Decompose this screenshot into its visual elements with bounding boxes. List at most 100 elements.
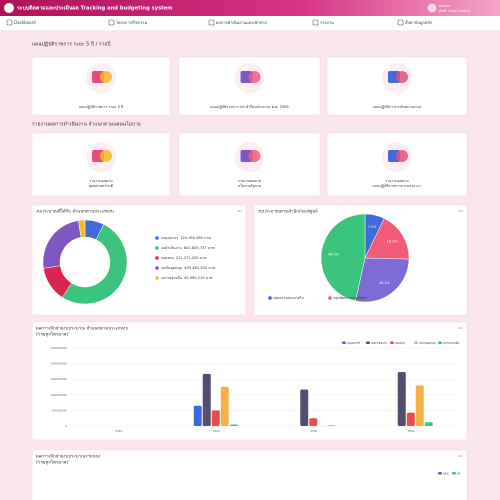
card-icon (248, 71, 261, 83)
app-title: ระบบติดตามและประเมินผล Tracking and budg… (17, 5, 173, 12)
legend-swatch (438, 341, 442, 344)
legend-swatch (452, 472, 456, 475)
legend-label: งบเงินอุดหนุน (161, 266, 183, 271)
section-title: แผนปฏิบัติราชการ ระยะ 5 ปี / รายปี (32, 41, 111, 48)
bar (415, 385, 424, 426)
slice (78, 219, 86, 238)
legend-swatch (155, 256, 159, 260)
legend-value: 120,185,480 บาท (180, 236, 211, 240)
menu-dot[interactable] (460, 327, 462, 329)
menu-dot[interactable] (460, 455, 462, 457)
y-tick-label: 500000000 (52, 408, 67, 412)
menu-dot[interactable] (458, 327, 460, 329)
legend-swatch (328, 296, 332, 300)
menu-dot[interactable] (458, 455, 460, 457)
legend-label: งบลงทุน (161, 256, 174, 261)
header-bar (0, 0, 500, 16)
y-tick-label: 0 (65, 424, 67, 428)
legend-label: งบดำเนินงาน (161, 246, 182, 250)
legend-label: กลุ่มพัฒนาระบบบริหาร (333, 296, 367, 301)
menu-dot[interactable] (240, 210, 242, 212)
nav-item[interactable]: ตั้งค่าข้อมูลหลัก (405, 18, 433, 26)
legend-label: งบลงทุน (395, 341, 405, 346)
nav-item[interactable]: โครงการ/กิจกรรม (116, 20, 148, 25)
nav-item[interactable]: ผลการดำเนินงานและเบิกจ่าย (216, 20, 267, 25)
legend-label: งบรายจ่ายอื่น (161, 275, 182, 280)
x-tick-label: 2564 (213, 429, 220, 433)
card-label: รายงานผลตาม (238, 179, 262, 183)
card-icon (396, 150, 408, 162)
slice-label: 18.2% (387, 240, 399, 244)
x-tick-label: 2566 (408, 429, 415, 433)
nav-item[interactable]: Dashboard (14, 20, 36, 25)
user-name: admin (439, 4, 450, 8)
slice (320, 213, 366, 302)
bar (229, 424, 238, 426)
legend-label: งบบุคลากร (161, 236, 178, 241)
menu-dot[interactable] (237, 210, 239, 212)
legend-value: 405,462,200 บาท (184, 266, 215, 270)
legend-swatch (155, 266, 159, 270)
chart-title: ผลการเบิกจ่ายงบประมาณ จำแนกตามประเภทงบ (36, 326, 128, 332)
legend-label: งบเงินอุดหนุน (419, 341, 436, 346)
legend-value: 842,805,737 บาท (184, 246, 215, 250)
menu-dot[interactable] (461, 327, 463, 329)
bar (300, 389, 309, 426)
legend-swatch (438, 472, 442, 475)
menu-dot[interactable] (461, 455, 463, 457)
legend-swatch (390, 341, 394, 344)
legend-swatch (155, 236, 159, 240)
card-label: แผนปฏิบัติการ(ระดับหน่วยงาน) (373, 105, 422, 109)
section-title: รายงานผลการดำเนินงาน จำแนกตามแผนนโยบาย (32, 121, 141, 128)
avatar[interactable] (427, 3, 437, 13)
legend-value: 40,990,210 บาท (184, 276, 213, 280)
legend-label: แผน (443, 471, 448, 475)
chart-title: ผลการเบิกจ่ายงบประมาณรายกอง (36, 454, 100, 460)
legend-swatch (155, 276, 159, 280)
logo (4, 3, 14, 13)
nav-item[interactable]: รายงาน (320, 20, 334, 25)
user-role: (สิทธิ์: Super Admin) (439, 8, 470, 13)
nav-icon[interactable] (108, 19, 115, 26)
nav-icon[interactable] (208, 19, 215, 26)
legend-swatch (366, 341, 370, 344)
chart-title: งบประมาณที่ได้รับ จำแนกตามประเภทงบ (36, 208, 114, 215)
card-icon (100, 150, 112, 162)
legend-swatch (268, 296, 272, 300)
bar (424, 422, 433, 426)
menu-dot[interactable] (239, 210, 241, 212)
nav-bar (0, 16, 500, 30)
nav-icon[interactable] (6, 19, 13, 26)
bar (220, 386, 229, 426)
bar (406, 412, 415, 426)
legend-swatch (414, 341, 418, 344)
slice (62, 224, 128, 305)
slice (364, 218, 410, 260)
card-label: แผนปฏิบัติราชการ ระยะ 5 ปี (79, 104, 124, 109)
card-label: นโยบายรัฐบาล (238, 183, 261, 188)
legend-swatch (155, 246, 159, 250)
nav-icon[interactable] (397, 19, 404, 26)
menu-dot[interactable] (460, 210, 462, 212)
chart-title: (รวมทุกไตรมาส) (36, 460, 68, 466)
legend-label: งบดำเนินงาน (371, 341, 387, 345)
card (31, 449, 468, 500)
legend-swatch (342, 341, 346, 344)
card-label: รายงานผลตาม (89, 179, 113, 183)
bar (327, 425, 336, 426)
legend-label: งบบุคลากร (347, 341, 361, 346)
y-tick-label: 1500000000 (50, 377, 67, 381)
legend-value: 221,271,200 บาท (176, 256, 207, 260)
x-tick-label: 2563 (115, 429, 122, 433)
x-tick-label: 2565 (310, 429, 317, 433)
card-label: แผนปฏิบัติราชการ ประจำปีงบประมาณ พ.ศ. 25… (210, 104, 289, 109)
slice-label: 7.2% (368, 225, 377, 229)
menu-dot[interactable] (461, 210, 463, 212)
bar (193, 405, 202, 426)
bar (397, 372, 406, 426)
card-label: รายงานผลตาม (385, 179, 409, 183)
nav-icon[interactable] (312, 19, 319, 26)
slice-label: 46.5% (328, 253, 340, 257)
menu-dot[interactable] (458, 210, 460, 212)
card-label: แผนปฏิบัติราชการกระทรวง อว. (372, 184, 421, 188)
